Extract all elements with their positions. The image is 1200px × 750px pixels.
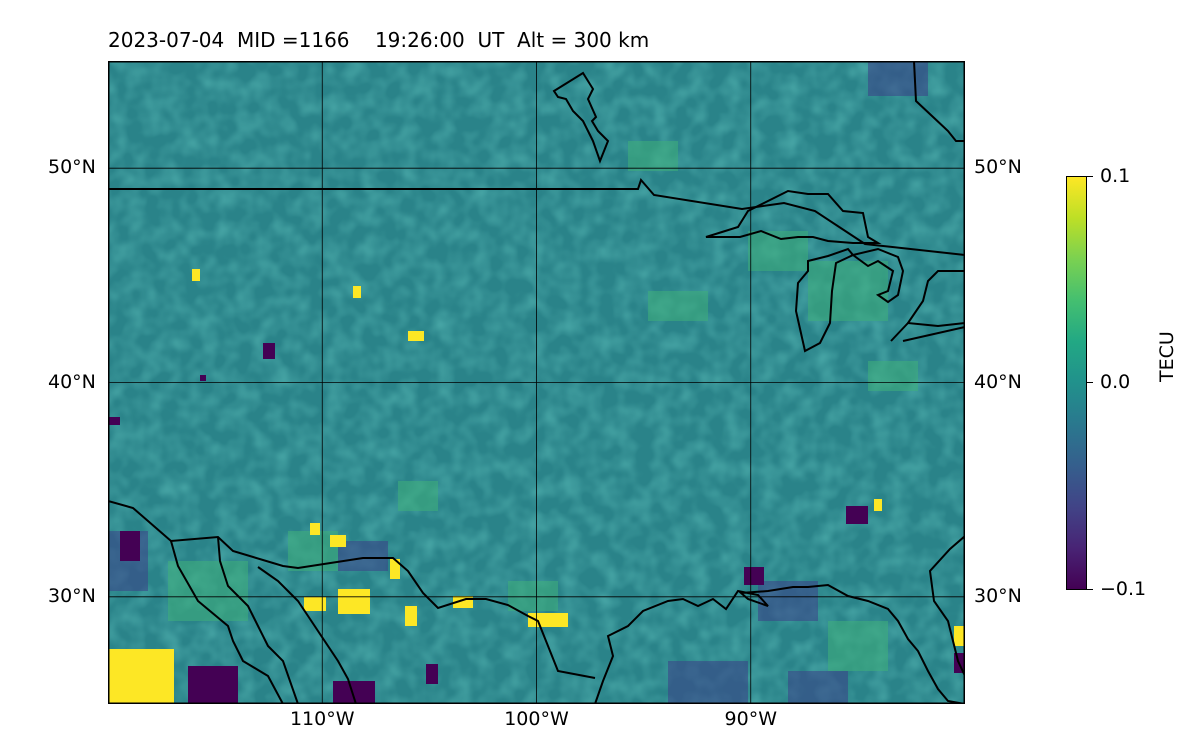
- colorbar-label-max: 0.1: [1100, 165, 1131, 187]
- us-canada-border: [108, 178, 965, 256]
- map-panel: [108, 61, 965, 704]
- lake-winnipeg-shore: [552, 71, 610, 164]
- lon-tick-label: 110°W: [289, 708, 355, 730]
- lon-tick-label: 100°W: [504, 708, 569, 730]
- lake-huron-shore: [850, 247, 905, 304]
- gulf-of-california-east: [170, 540, 284, 704]
- us-mexico-border: [108, 500, 596, 679]
- tec-map: [108, 61, 965, 704]
- colorbar-title: TECU: [1156, 331, 1178, 382]
- coastlines: [108, 61, 965, 704]
- colorbar-label-min: −0.1: [1100, 578, 1147, 600]
- ontario-coast: [907, 270, 965, 324]
- colorbar-label-zero: 0.0: [1100, 371, 1131, 393]
- lat-tick-label-left: 50°N: [48, 156, 96, 179]
- colorbar-tick-bottom: [1087, 589, 1093, 590]
- map-title: 2023-07-04 MID =1166 19:26:00 UT Alt = 3…: [108, 28, 650, 52]
- tec-low-spots: [108, 343, 965, 704]
- lat-tick-label-left: 40°N: [48, 370, 96, 393]
- map-border: [108, 61, 965, 704]
- gulf-coast: [594, 583, 965, 704]
- colorbar-tick-top: [1087, 176, 1093, 177]
- gulf-of-california-west: [217, 536, 299, 704]
- colorbar: [1066, 176, 1087, 590]
- lat-tick-label-right: 50°N: [974, 156, 1022, 179]
- florida-coast: [928, 535, 965, 677]
- lon-tick-label: 90°W: [724, 708, 777, 730]
- lat-tick-label-right: 40°N: [974, 370, 1022, 393]
- lat-tick-label-right: 30°N: [974, 584, 1022, 607]
- tec-high-spots: [108, 269, 965, 704]
- lake-michigan-shore: [794, 247, 855, 353]
- lat-tick-label-left: 30°N: [48, 584, 96, 607]
- james-bay-coast: [913, 61, 965, 142]
- tec-negative-patches: [108, 61, 928, 704]
- sierra-madre-line: [257, 566, 357, 704]
- lake-superior-shore: [705, 189, 882, 244]
- colorbar-tick-mid: [1087, 382, 1093, 383]
- lake-erie-shore: [890, 321, 965, 342]
- gridlines: [108, 61, 965, 704]
